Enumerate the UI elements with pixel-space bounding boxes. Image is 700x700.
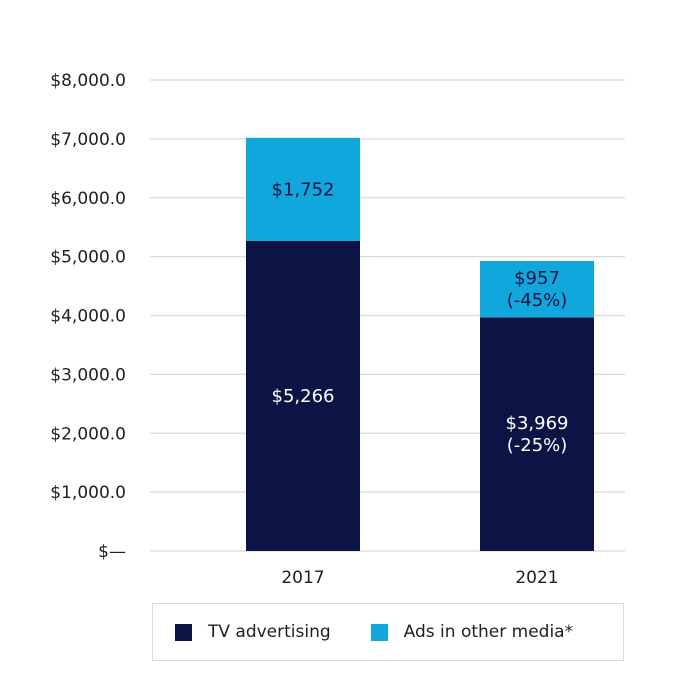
stacked-bar-chart: $— $1,000.0 $2,000.0 $3,000.0 $4,000.0 $5,000… xyxy=(50,71,625,588)
x-category-label: 2021 xyxy=(515,568,558,588)
data-label: (-45%) xyxy=(507,290,568,311)
legend-swatch-tv xyxy=(175,623,192,641)
x-axis-categories: 2017 2021 xyxy=(281,568,558,588)
data-label: (-25%) xyxy=(507,435,568,456)
y-tick-label: $— xyxy=(98,542,126,562)
bar-segment xyxy=(246,137,360,241)
y-tick-label: $4,000.0 xyxy=(50,307,126,327)
legend-swatch-other xyxy=(370,623,388,641)
legend-item-tv: TV advertising xyxy=(175,622,331,642)
data-label: $5,266 xyxy=(272,386,335,407)
data-label: $3,969 xyxy=(506,413,569,434)
x-category-label: 2017 xyxy=(281,568,324,588)
chart-legend: TV advertising Ads in other media* xyxy=(152,603,624,661)
bars: $5,266 $1,752 $3,969(-25%) $957(-45%) xyxy=(246,137,594,552)
bar-segment xyxy=(480,260,594,318)
y-tick-label: $3,000.0 xyxy=(50,365,126,385)
data-label: $957 xyxy=(514,268,560,289)
y-axis-ticks: $— $1,000.0 $2,000.0 $3,000.0 $4,000.0 $5,000… xyxy=(50,71,126,562)
y-tick-label: $7,000.0 xyxy=(50,130,126,150)
y-tick-label: $1,000.0 xyxy=(50,483,126,503)
y-tick-label: $2,000.0 xyxy=(50,424,126,444)
bar-segment xyxy=(480,317,594,551)
legend-item-other: Ads in other media* xyxy=(370,622,574,642)
bar-segment xyxy=(246,240,360,552)
y-tick-label: $8,000.0 xyxy=(50,71,126,91)
legend-label-tv: TV advertising xyxy=(208,622,331,642)
data-label: $1,752 xyxy=(272,179,335,200)
y-tick-label: $5,000.0 xyxy=(50,248,126,268)
gridlines xyxy=(150,79,625,552)
legend-label-other: Ads in other media* xyxy=(403,622,574,642)
y-tick-label: $6,000.0 xyxy=(50,189,126,209)
